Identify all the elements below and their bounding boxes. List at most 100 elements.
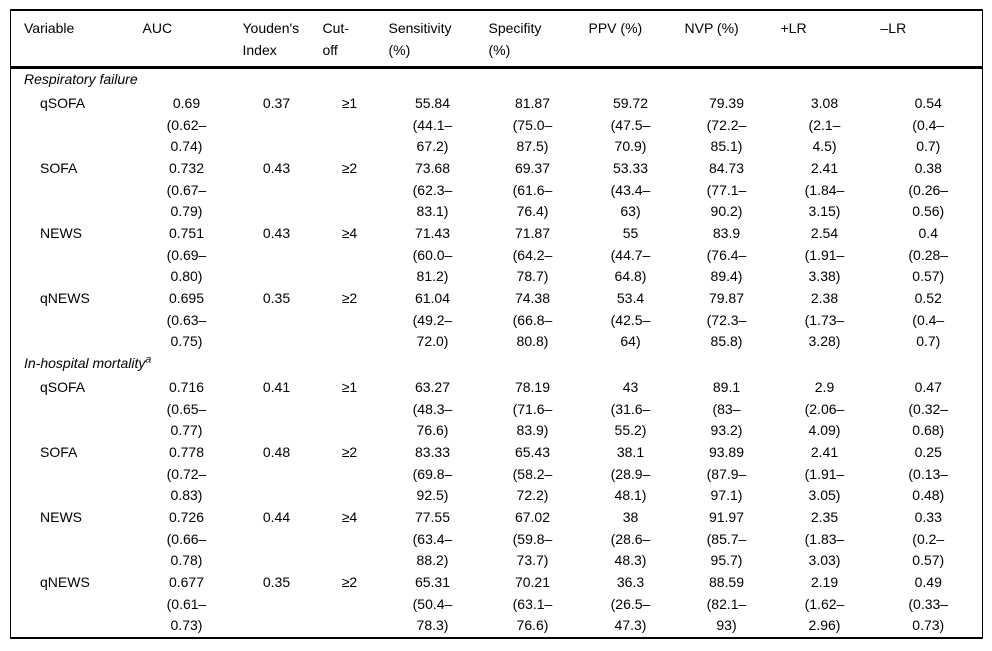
value-cell-nlr: 0.38 (0.26– 0.56) — [908, 160, 949, 219]
value-cell-sensitivity: 83.33 (69.8– 92.5) — [412, 444, 453, 503]
value-cell-nlr: 0.33 (0.2– 0.57) — [912, 509, 945, 568]
value-cell-specifity: 78.19 (71.6– 83.9) — [512, 379, 553, 438]
value-cell-sensitivity: 63.27 (48.3– 76.6) — [412, 379, 453, 438]
variable-cell: qSOFA — [40, 379, 86, 395]
variable-cell: SOFA — [40, 444, 78, 460]
value-cell-ppv: 38 (28.6– 48.3) — [610, 509, 651, 568]
value-cell-specifity: 81.87 (75.0– 87.5) — [512, 95, 553, 154]
value-cell-cutoff: ≥2 — [341, 290, 358, 306]
value-cell-auc: 0.751 (0.69– 0.80) — [166, 225, 207, 284]
value-cell-ppv: 38.1 (28.9– 48.1) — [610, 444, 651, 503]
value-cell-plr: 2.38 (1.73– 3.28) — [804, 290, 845, 349]
value-cell-plr: 2.41 (1.91– 3.05) — [804, 444, 845, 503]
section-row: Respiratory failure — [11, 68, 983, 94]
column-header-auc: AUC — [136, 10, 237, 69]
value-cell-plr: 3.08 (2.1– 4.5) — [808, 95, 841, 154]
table-row: qSOFA 0.69 (0.62– 0.74) 0.37 ≥1 55.84 (44.1–… — [11, 93, 983, 158]
value-cell-sensitivity: 61.04 (49.2– 72.0) — [412, 290, 453, 349]
table-row: NEWS 0.751 (0.69– 0.80) 0.43 ≥4 71.43 (60.0–… — [11, 223, 983, 288]
value-cell-nlr: 0.49 (0.33– 0.73) — [908, 574, 949, 633]
value-cell-nlr: 0.54 (0.4– 0.7) — [912, 95, 945, 154]
value-cell-sensitivity: 73.68 (62.3– 83.1) — [412, 160, 453, 219]
value-cell-ppv: 59.72 (47.5– 70.9) — [610, 95, 651, 154]
value-cell-ppv: 55 (44.7– 64.8) — [610, 225, 651, 284]
value-cell-nlr: 0.25 (0.13– 0.48) — [908, 444, 949, 503]
column-header-nvp: NVP (%) — [678, 10, 775, 69]
variable-cell: qNEWS — [40, 290, 90, 306]
column-header-ppv: PPV (%) — [582, 10, 679, 69]
value-cell-nlr: 0.4 (0.28– 0.57) — [908, 225, 949, 284]
value-cell-specifity: 65.43 (58.2– 72.2) — [512, 444, 553, 503]
data-table: Variable AUC Youden's Index Cut- off Sensiti… — [10, 9, 983, 639]
value-cell-ppv: 43 (31.6– 55.2) — [610, 379, 651, 438]
section-row: In-hospital mortalitya — [11, 353, 983, 377]
value-cell-auc: 0.716 (0.65– 0.77) — [166, 379, 207, 438]
value-cell-ppv: 36.3 (26.5– 47.3) — [610, 574, 651, 633]
value-cell-specifity: 67.02 (59.8– 73.7) — [512, 509, 553, 568]
value-cell-youden: 0.35 — [262, 574, 291, 590]
table-row: qNEWS 0.677 (0.61– 0.73) 0.35 ≥2 65.31 (50.4… — [11, 572, 983, 638]
value-cell-nvp: 83.9 (76.4– 89.4) — [706, 225, 747, 284]
table-row: SOFA 0.778 (0.72– 0.83) 0.48 ≥2 83.33 (69.8–… — [11, 442, 983, 507]
value-cell-auc: 0.69 (0.62– 0.74) — [166, 95, 207, 154]
value-cell-auc: 0.778 (0.72– 0.83) — [166, 444, 207, 503]
column-header-youden: Youden's Index — [236, 10, 317, 69]
value-cell-plr: 2.54 (1.91– 3.38) — [804, 225, 845, 284]
column-header-plr: +LR — [774, 10, 875, 69]
value-cell-auc: 0.677 (0.61– 0.73) — [166, 574, 207, 633]
section-title-cell: In-hospital mortalitya — [11, 353, 983, 377]
diagnostic-performance-table: Variable AUC Youden's Index Cut- off Sensiti… — [10, 9, 983, 639]
variable-cell: NEWS — [40, 509, 82, 525]
value-cell-sensitivity: 65.31 (50.4– 78.3) — [412, 574, 453, 633]
value-cell-cutoff: ≥1 — [341, 95, 358, 111]
value-cell-youden: 0.41 — [262, 379, 291, 395]
value-cell-nvp: 88.59 (82.1– 93) — [706, 574, 747, 633]
value-cell-sensitivity: 77.55 (63.4– 88.2) — [412, 509, 453, 568]
header-row: Variable AUC Youden's Index Cut- off Sensiti… — [10, 10, 983, 69]
column-header-specifity: Specifity (%) — [482, 10, 583, 69]
value-cell-auc: 0.695 (0.63– 0.75) — [166, 290, 207, 349]
value-cell-cutoff: ≥2 — [341, 444, 358, 460]
value-cell-nvp: 91.97 (85.7– 95.7) — [706, 509, 747, 568]
value-cell-nvp: 79.87 (72.3– 85.8) — [706, 290, 747, 349]
value-cell-cutoff: ≥4 — [341, 509, 358, 525]
variable-cell: qSOFA — [40, 95, 86, 111]
variable-cell: qNEWS — [40, 574, 90, 590]
column-header-cutoff: Cut- off — [316, 10, 383, 69]
value-cell-cutoff: ≥2 — [341, 574, 358, 590]
value-cell-nvp: 79.39 (72.2– 85.1) — [706, 95, 747, 154]
value-cell-specifity: 71.87 (64.2– 78.7) — [512, 225, 553, 284]
value-cell-sensitivity: 71.43 (60.0– 81.2) — [412, 225, 453, 284]
value-cell-ppv: 53.4 (42.5– 64) — [610, 290, 651, 349]
table-body: Respiratory failure qSOFA 0.69 (0.62– 0.74… — [11, 68, 983, 639]
value-cell-youden: 0.44 — [262, 509, 291, 525]
column-header-nlr: –LR — [874, 10, 983, 69]
value-cell-nvp: 84.73 (77.1– 90.2) — [706, 160, 747, 219]
table-row: SOFA 0.732 (0.67– 0.79) 0.43 ≥2 73.68 (62.3–… — [11, 158, 983, 223]
variable-cell: SOFA — [40, 160, 78, 176]
value-cell-ppv: 53.33 (43.4– 63) — [610, 160, 651, 219]
value-cell-youden: 0.43 — [262, 160, 291, 176]
table-row: qSOFA 0.716 (0.65– 0.77) 0.41 ≥1 63.27 (48.3… — [11, 377, 983, 442]
value-cell-plr: 2.41 (1.84– 3.15) — [804, 160, 845, 219]
value-cell-auc: 0.732 (0.67– 0.79) — [166, 160, 207, 219]
value-cell-youden: 0.43 — [262, 225, 291, 241]
value-cell-sensitivity: 55.84 (44.1– 67.2) — [412, 95, 453, 154]
column-header-variable: Variable — [10, 10, 137, 69]
value-cell-youden: 0.37 — [262, 95, 291, 111]
value-cell-nlr: 0.47 (0.32– 0.68) — [908, 379, 949, 438]
value-cell-nlr: 0.52 (0.4– 0.7) — [912, 290, 945, 349]
value-cell-cutoff: ≥2 — [341, 160, 358, 176]
section-title-cell: Respiratory failure — [11, 68, 983, 94]
value-cell-auc: 0.726 (0.66– 0.78) — [166, 509, 207, 568]
value-cell-plr: 2.35 (1.83– 3.03) — [804, 509, 845, 568]
value-cell-specifity: 74.38 (66.8– 80.8) — [512, 290, 553, 349]
value-cell-nvp: 89.1 (83– 93.2) — [710, 379, 743, 438]
value-cell-youden: 0.35 — [262, 290, 291, 306]
value-cell-youden: 0.48 — [262, 444, 291, 460]
value-cell-specifity: 69.37 (61.6– 76.4) — [512, 160, 553, 219]
section-title-superscript: a — [145, 353, 152, 366]
value-cell-cutoff: ≥4 — [341, 225, 358, 241]
section-title: Respiratory failure — [24, 71, 138, 87]
table-row: NEWS 0.726 (0.66– 0.78) 0.44 ≥4 77.55 (63.4–… — [11, 507, 983, 572]
